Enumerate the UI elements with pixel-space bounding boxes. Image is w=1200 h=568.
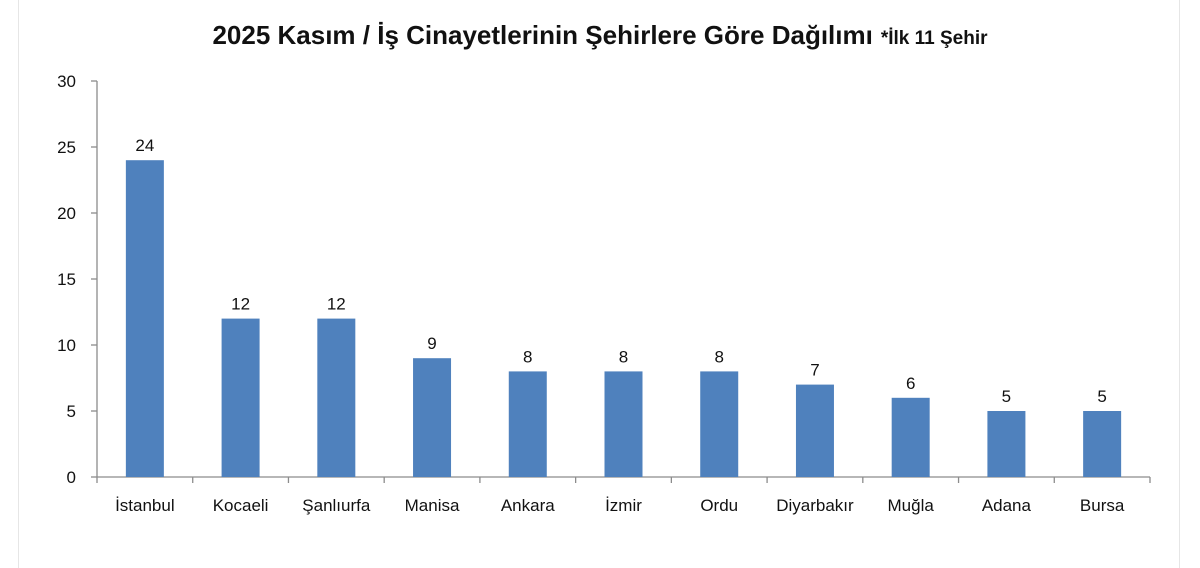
bar [508, 371, 547, 477]
bars [125, 160, 1122, 477]
x-tick-label: Manisa [405, 496, 460, 515]
data-labels: 24 12 12 9 8 8 8 7 6 5 5 [135, 136, 1106, 406]
bar [700, 371, 739, 477]
bar-value-label: 8 [523, 347, 532, 366]
x-tick-label: İzmir [605, 496, 642, 515]
bar [317, 318, 356, 477]
bar [1083, 411, 1122, 477]
bar-value-label: 8 [714, 347, 723, 366]
bar-value-label: 24 [135, 136, 154, 155]
bar-value-label: 12 [327, 295, 346, 314]
x-tick-label: Muğla [888, 496, 935, 515]
bar [604, 371, 643, 477]
bar-value-label: 12 [231, 295, 250, 314]
x-axis-labels: İstanbul Kocaeli Şanlıurfa Manisa Ankara İzmi… [115, 496, 1125, 515]
chart-frame [18, 0, 1180, 568]
x-tick-label: Diyarbakır [776, 496, 854, 515]
y-axis-ticks: 0 5 10 15 20 25 30 [57, 72, 97, 487]
bar-value-label: 6 [906, 374, 915, 393]
bar [221, 318, 260, 477]
bar [891, 397, 930, 477]
y-tick-label: 25 [57, 138, 76, 157]
chart-title-main: 2025 Kasım / İş Cinayetlerinin Şehirlere… [212, 20, 873, 50]
bar [987, 411, 1026, 477]
bar-value-label: 5 [1002, 387, 1011, 406]
chart-title: 2025 Kasım / İş Cinayetlerinin Şehirlere… [0, 20, 1200, 51]
x-tick-label: Adana [982, 496, 1032, 515]
bar-value-label: 8 [619, 347, 628, 366]
x-tick-label: Bursa [1080, 496, 1125, 515]
y-tick-label: 10 [57, 336, 76, 355]
bar-value-label: 9 [427, 334, 436, 353]
bar [413, 358, 452, 477]
y-tick-label: 0 [67, 468, 76, 487]
x-tick-label: Ordu [700, 496, 738, 515]
bar [795, 384, 834, 477]
y-tick-label: 20 [57, 204, 76, 223]
x-tick-label: Şanlıurfa [302, 496, 371, 515]
bar [125, 160, 164, 477]
y-tick-label: 5 [67, 402, 76, 421]
bar-value-label: 5 [1097, 387, 1106, 406]
chart-subtitle: *İlk 11 Şehir [880, 28, 988, 49]
bar-value-label: 7 [810, 361, 819, 380]
x-tick-label: İstanbul [115, 496, 175, 515]
x-tick-label: Ankara [501, 496, 555, 515]
x-tick-label: Kocaeli [213, 496, 269, 515]
y-tick-label: 15 [57, 270, 76, 289]
y-tick-label: 30 [57, 72, 76, 91]
